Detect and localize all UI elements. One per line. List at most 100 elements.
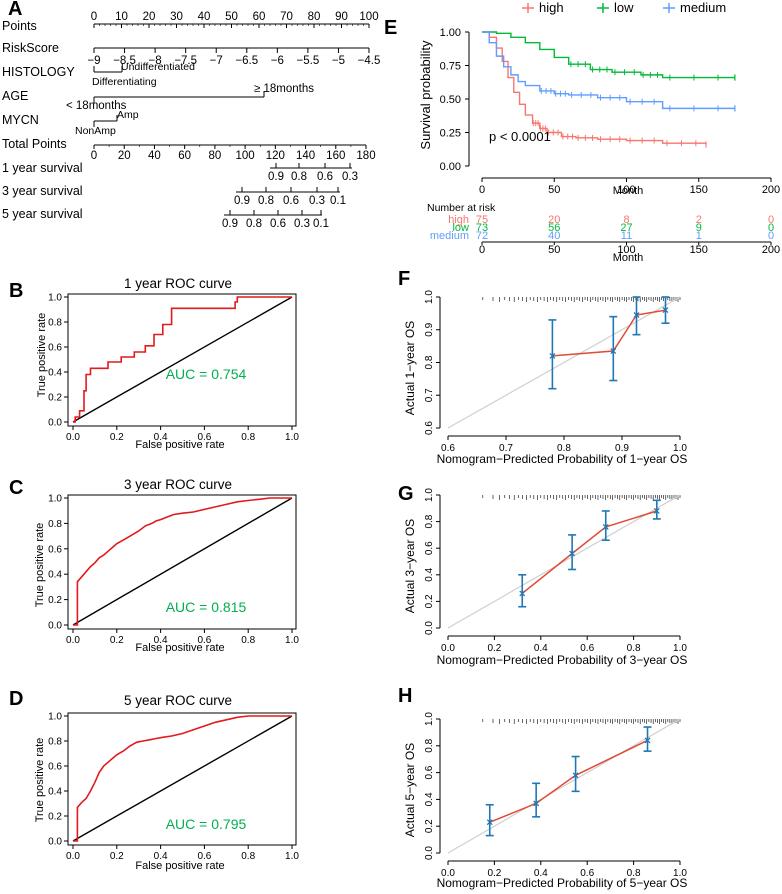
km-legend: high low medium xyxy=(522,0,726,15)
km-y-tick-label: 0.50 xyxy=(440,94,461,106)
cal-x-tick-label: 1.0 xyxy=(673,868,687,879)
km-legend-label-high: high xyxy=(539,0,564,15)
km-y-tick-label: 0.75 xyxy=(440,61,461,73)
cal-point xyxy=(486,819,493,826)
km-axes: 0.00 0.25 0.50 0.75 1.00 0 50 100 150 200 xyxy=(440,27,781,196)
roc-y-tick-label: 1.0 xyxy=(48,293,62,304)
nomo-total-tick-label: 140 xyxy=(296,150,315,162)
km-legend-label-low: low xyxy=(614,0,634,15)
cal-x-tick-label: 1.0 xyxy=(673,443,687,454)
cal-point xyxy=(653,508,660,514)
cal-point xyxy=(533,800,540,807)
cal-y-tick-label: 1.0 xyxy=(424,488,435,502)
roc-x-tick-label: 1.0 xyxy=(285,635,299,646)
nomo-survival-tick-label: 0.3 xyxy=(342,171,358,183)
km-y-tick-label: 0.25 xyxy=(440,128,461,140)
cal-y-tick-label: 0.6 xyxy=(424,421,435,435)
nomo-risk-tick-label: −7 xyxy=(210,55,223,67)
cal-ideal-line xyxy=(447,296,681,429)
risk-table-label-low: low xyxy=(452,222,469,234)
nomo-survival-tick-label: 0.6 xyxy=(270,218,286,230)
nomo-risk-tick-label: −5 xyxy=(332,55,345,67)
risk-table-count: 20 xyxy=(548,214,560,226)
nomo-total-tick-label: 100 xyxy=(236,150,255,162)
nomo-age-axis: < 18months ≥ 18months xyxy=(66,83,314,112)
roc-y-tick-label: 0.2 xyxy=(48,812,62,823)
nomo-3year-ticks: 0.9 0.8 0.6 0.3 0.1 xyxy=(234,187,346,207)
nomo-risk-tick-label: −8 xyxy=(149,55,162,67)
cal-point xyxy=(519,590,526,597)
panel-h: H 0.0 0.2 0.4 0.6 0.8 1.0 0.0 0.2 0.4 0.6 0.8 1.0 N… xyxy=(398,685,687,890)
nomo-label-riskscore: RiskScore xyxy=(2,41,59,55)
risk-table-count: 0 xyxy=(768,214,774,226)
cal-y-tick-label: 0.8 xyxy=(424,514,435,528)
roc-b-auc: AUC = 0.754 xyxy=(166,366,247,382)
cal-point xyxy=(569,550,576,557)
roc-y-tick-label: 0.0 xyxy=(48,837,62,848)
roc-frame xyxy=(67,293,297,427)
cal-y-tick-label: 0.4 xyxy=(424,792,435,806)
nomo-risk-tick-label: −7.5 xyxy=(174,55,197,67)
roc-c-y-title: True positive rate xyxy=(34,523,46,608)
panel-letter-a: A xyxy=(8,0,22,20)
nomo-total-tick-label: 40 xyxy=(148,150,161,162)
nomo-survival-tick-label: 0.9 xyxy=(268,171,284,183)
nomo-risk-tick-label: −6 xyxy=(271,55,284,67)
risk-table-count: 9 xyxy=(696,222,702,234)
risk-table-label-high: high xyxy=(448,214,469,226)
risk-table-count: 40 xyxy=(548,230,560,242)
km-curve-medium xyxy=(482,31,735,110)
roc-x-tick-label: 0.4 xyxy=(154,635,168,646)
km-y-tick-label: 1.00 xyxy=(440,27,461,39)
risk-table-count: 27 xyxy=(620,222,632,234)
risk-table-count: 0 xyxy=(768,230,774,242)
roc-y-tick-label: 0.4 xyxy=(48,570,62,581)
nomo-mycn-level-0: NonAmp xyxy=(75,125,116,137)
nomo-risk-tick-label: −8.5 xyxy=(113,55,136,67)
roc-x-tick-label: 0.8 xyxy=(241,432,255,443)
cal-y-tick-label: 0.4 xyxy=(424,567,435,581)
roc-x-tick-label: 1.0 xyxy=(285,851,299,862)
km-x-title: Month xyxy=(613,185,644,197)
cal-y-tick-label: 0.7 xyxy=(424,388,435,402)
nomo-points-tick-label: 80 xyxy=(308,11,321,23)
roc-diagonal xyxy=(72,715,293,842)
cal-point xyxy=(633,312,640,318)
nomo-risk-tick-label: −6.5 xyxy=(235,55,258,67)
roc-x-tick-label: 0.2 xyxy=(110,432,124,443)
cal-y-tick-label: 0.9 xyxy=(424,322,435,336)
cal-point xyxy=(572,772,579,779)
panel-d: D 5 year ROC curve 0.0 0.0 0.2 0.2 0.4 0.4 0.6… xyxy=(9,688,299,872)
km-y-title: Survival probability xyxy=(418,40,433,150)
nomo-total-ticks: 0 20 40 60 80 100 120 140 160 180 xyxy=(91,145,376,162)
nomo-risk-tick-label: −9 xyxy=(87,55,100,67)
roc-x-tick-label: 0.0 xyxy=(66,851,80,862)
nomo-survival-tick-label: 0.1 xyxy=(313,218,329,230)
roc-y-tick-label: 0.8 xyxy=(48,737,62,748)
risk-table-count: 75 xyxy=(476,214,488,226)
cal-point xyxy=(549,352,556,359)
nomo-survival-tick-label: 0.1 xyxy=(330,195,346,207)
cal-x-tick-label: 0.6 xyxy=(580,868,594,879)
roc-y-tick-label: 0.8 xyxy=(48,519,62,530)
nomo-histology-level-1: Undifferentiated xyxy=(121,61,195,73)
cal-y-tick-label: 1.0 xyxy=(424,712,435,726)
nomo-1year-ticks: 0.9 0.8 0.6 0.3 xyxy=(268,163,358,183)
roc-curve xyxy=(73,296,292,423)
km-x-tick-label: 200 xyxy=(762,184,780,196)
roc-curve xyxy=(73,715,292,842)
cal-h-y-title: Actual 5−year OS xyxy=(403,743,417,837)
risk-table-tick-label: 150 xyxy=(690,244,708,256)
nomo-survival-tick-label: 0.8 xyxy=(246,218,262,230)
risk-table-tick-label: 50 xyxy=(548,244,560,256)
nomo-risk-tick-label: −5.5 xyxy=(297,55,320,67)
nomo-5year-ticks: 0.9 0.8 0.6 0.3 0.1 xyxy=(222,210,329,230)
km-x-tick-label: 150 xyxy=(690,184,708,196)
risk-table-count: 73 xyxy=(476,222,488,234)
cal-point xyxy=(602,523,609,530)
panel-e: E high low medium Survival probability 0.0… xyxy=(384,0,780,264)
cal-h-plot: 0.0 0.2 0.4 0.6 0.8 1.0 0.0 0.2 0.4 0.6 0.8 1.0 xyxy=(424,712,687,879)
roc-y-tick-label: 0.8 xyxy=(48,318,62,329)
roc-frame xyxy=(67,494,297,630)
nomo-risk-tick-label: −4.5 xyxy=(358,55,381,67)
